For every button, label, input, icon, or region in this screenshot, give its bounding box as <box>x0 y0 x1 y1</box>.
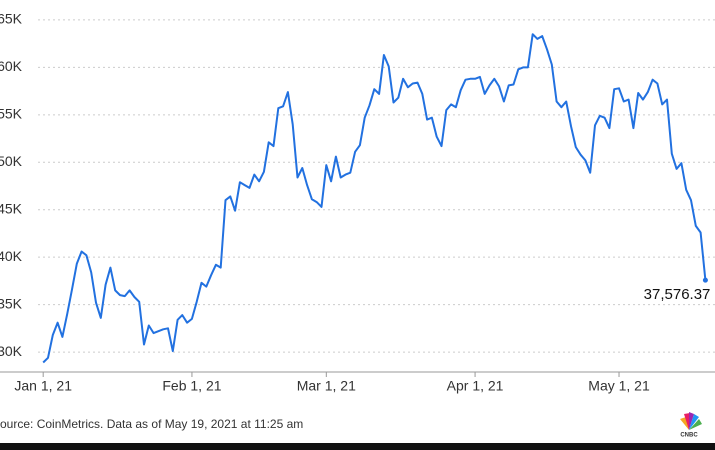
y-tick-label: 45K <box>0 200 23 216</box>
x-tick-label: May 1, 21 <box>588 378 650 394</box>
x-tick-label: Jan 1, 21 <box>14 378 72 394</box>
source-note: Source: CoinMetrics. Data as of May 19, … <box>0 417 303 431</box>
logo-text: CNBC <box>680 433 698 439</box>
y-tick-label: 40K <box>0 248 23 264</box>
y-tick-label: 60K <box>0 58 23 74</box>
x-tick-label: Apr 1, 21 <box>447 378 504 394</box>
x-tick-label: Feb 1, 21 <box>162 378 221 394</box>
end-point <box>702 277 708 283</box>
y-tick-label: 65K <box>0 11 23 27</box>
y-tick-label: 35K <box>0 295 23 311</box>
value-label: 37,576.37 <box>644 286 711 303</box>
y-tick-label: 50K <box>0 153 23 169</box>
x-tick-label: Mar 1, 21 <box>297 378 356 394</box>
cnbc-logo: CNBC <box>680 412 702 439</box>
bottom-bar <box>0 443 715 450</box>
y-tick-label: 30K <box>0 343 23 359</box>
y-tick-label: 55K <box>0 106 23 122</box>
price-line <box>42 33 707 364</box>
